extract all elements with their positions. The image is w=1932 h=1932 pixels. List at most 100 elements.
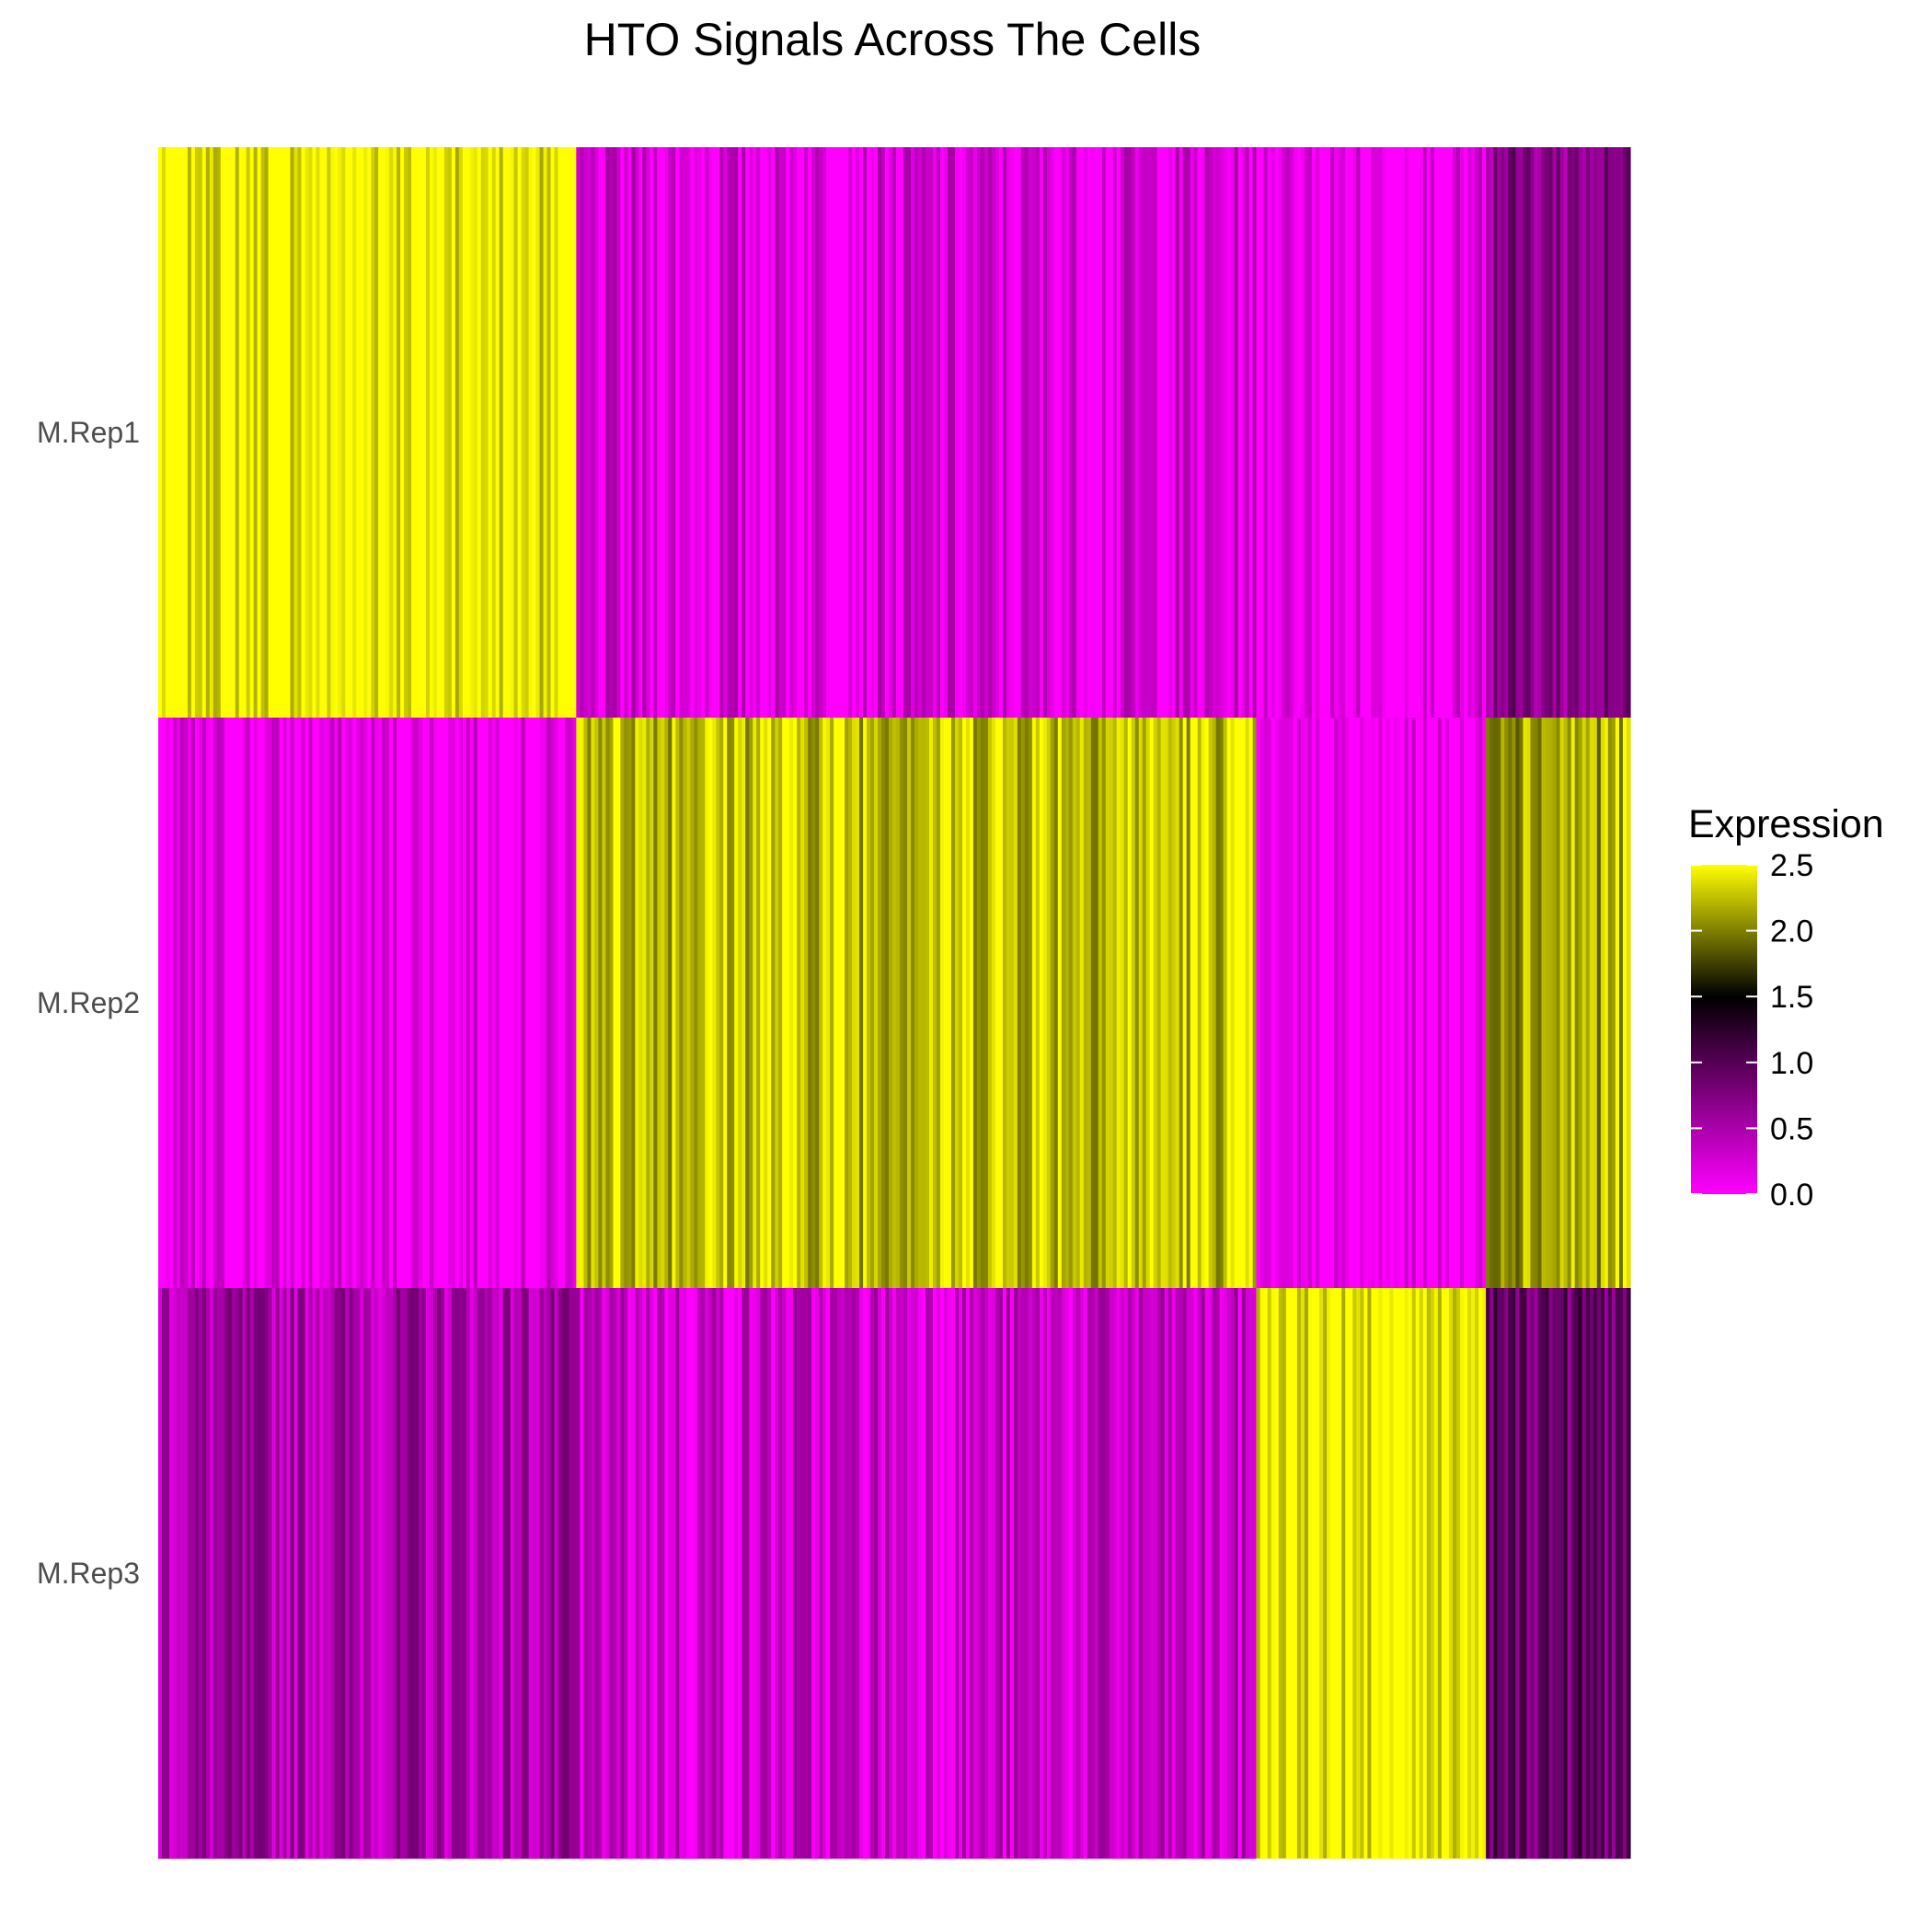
heatmap-cell — [1508, 718, 1512, 1288]
heatmap-cell — [928, 147, 934, 718]
heatmap-cell — [1293, 1288, 1298, 1858]
heatmap-cell — [756, 1288, 761, 1858]
heatmap-cell — [580, 1288, 584, 1858]
heatmap-cell — [462, 1288, 467, 1858]
heatmap-cell — [1393, 718, 1398, 1288]
heatmap-cell — [194, 718, 200, 1288]
heatmap-cell — [1444, 1288, 1450, 1858]
heatmap-cell — [624, 1288, 628, 1858]
heatmap-cell — [1156, 1288, 1162, 1858]
heatmap-cell — [672, 147, 676, 718]
heatmap-cell — [543, 718, 548, 1288]
heatmap-cell — [892, 1288, 897, 1858]
heatmap-cell — [1219, 147, 1225, 718]
heatmap-cell — [1006, 1288, 1011, 1858]
heatmap-cell — [469, 1288, 475, 1858]
heatmap-cell — [638, 1288, 643, 1858]
heatmap-cell — [1349, 718, 1353, 1288]
heatmap-cell — [789, 147, 794, 718]
heatmap-cell — [1131, 147, 1136, 718]
heatmap-cell — [896, 718, 901, 1288]
heatmap-cell — [198, 718, 203, 1288]
heatmap-cell — [1087, 718, 1092, 1288]
heatmap-cell — [885, 718, 890, 1288]
heatmap-cell — [301, 1288, 306, 1858]
heatmap-cell — [995, 1288, 1000, 1858]
heatmap-cell — [983, 147, 989, 718]
heatmap-cell — [932, 1288, 937, 1858]
heatmap-cell — [183, 147, 189, 718]
heatmap-cell — [158, 1288, 163, 1858]
heatmap-cell — [1567, 147, 1572, 718]
heatmap-cell — [591, 1288, 595, 1858]
heatmap-cell — [969, 718, 974, 1288]
heatmap-cell — [1109, 1288, 1114, 1858]
heatmap-cell — [830, 1288, 834, 1858]
heatmap-cell — [1134, 147, 1140, 718]
heatmap-cell — [1626, 1288, 1631, 1858]
heatmap-cell — [1371, 1288, 1376, 1858]
heatmap-cell — [727, 1288, 731, 1858]
heatmap-cell — [627, 147, 632, 718]
heatmap-cell — [1626, 147, 1631, 718]
heatmap-cell — [1512, 147, 1516, 718]
heatmap-cell — [646, 147, 650, 718]
heatmap-cell — [1393, 1288, 1398, 1858]
heatmap-cell — [249, 147, 255, 718]
heatmap-cell — [719, 1288, 724, 1858]
heatmap-cell — [679, 718, 684, 1288]
heatmap-cell — [1094, 1288, 1099, 1858]
heatmap-cell — [345, 1288, 350, 1858]
heatmap-cell — [856, 147, 860, 718]
heatmap-cell — [961, 718, 967, 1288]
heatmap-cell — [1426, 1288, 1432, 1858]
heatmap-cell — [421, 718, 427, 1288]
heatmap-cell — [845, 1288, 849, 1858]
heatmap-cell — [594, 147, 599, 718]
heatmap-cell — [1386, 147, 1391, 718]
heatmap-cell — [371, 1288, 375, 1858]
heatmap-cell — [301, 718, 306, 1288]
heatmap-cell — [1259, 718, 1265, 1288]
heatmap-cell — [1105, 1288, 1110, 1858]
heatmap-cell — [661, 1288, 665, 1858]
heatmap-cell — [764, 718, 768, 1288]
heatmap-cell — [227, 1288, 233, 1858]
heatmap-cell — [1411, 1288, 1417, 1858]
heatmap-cell — [524, 1288, 530, 1858]
heatmap-cell — [1090, 147, 1096, 718]
heatmap-cell — [1611, 718, 1616, 1288]
heatmap-cell — [1226, 147, 1232, 718]
heatmap-cell — [808, 147, 812, 718]
heatmap-cell — [1567, 718, 1572, 1288]
heatmap-cell — [183, 718, 189, 1288]
heatmap-cell — [1064, 718, 1070, 1288]
heatmap-cell — [190, 147, 196, 718]
heatmap-cell — [301, 147, 306, 718]
heatmap-cell — [539, 147, 545, 718]
heatmap-cell — [1607, 1288, 1613, 1858]
heatmap-cell — [1120, 1288, 1125, 1858]
row-labels: M.Rep1 M.Rep2 M.Rep3 — [37, 416, 140, 1590]
heatmap-cell — [330, 718, 335, 1288]
heatmap-cell — [1046, 1288, 1052, 1858]
heatmap-cell — [1464, 147, 1468, 718]
heatmap-cell — [1263, 147, 1269, 718]
heatmap-cell — [1430, 718, 1435, 1288]
heatmap-cell — [1256, 1288, 1261, 1858]
heatmap-cell — [583, 1288, 588, 1858]
heatmap-cell — [822, 147, 827, 718]
heatmap-cell — [1234, 718, 1239, 1288]
heatmap-cell — [1050, 1288, 1055, 1858]
heatmap-cell — [793, 718, 798, 1288]
heatmap-cell — [1131, 718, 1136, 1288]
heatmap-cell — [1319, 1288, 1324, 1858]
heatmap-cell — [1017, 718, 1022, 1288]
heatmap-cell — [535, 1288, 541, 1858]
heatmap-cell — [749, 1288, 753, 1858]
heatmap-cell — [201, 1288, 207, 1858]
heatmap-cell — [1024, 1288, 1029, 1858]
heatmap-cell — [1296, 718, 1302, 1288]
heatmap-cell — [734, 147, 739, 718]
heatmap-cell — [1274, 1288, 1280, 1858]
